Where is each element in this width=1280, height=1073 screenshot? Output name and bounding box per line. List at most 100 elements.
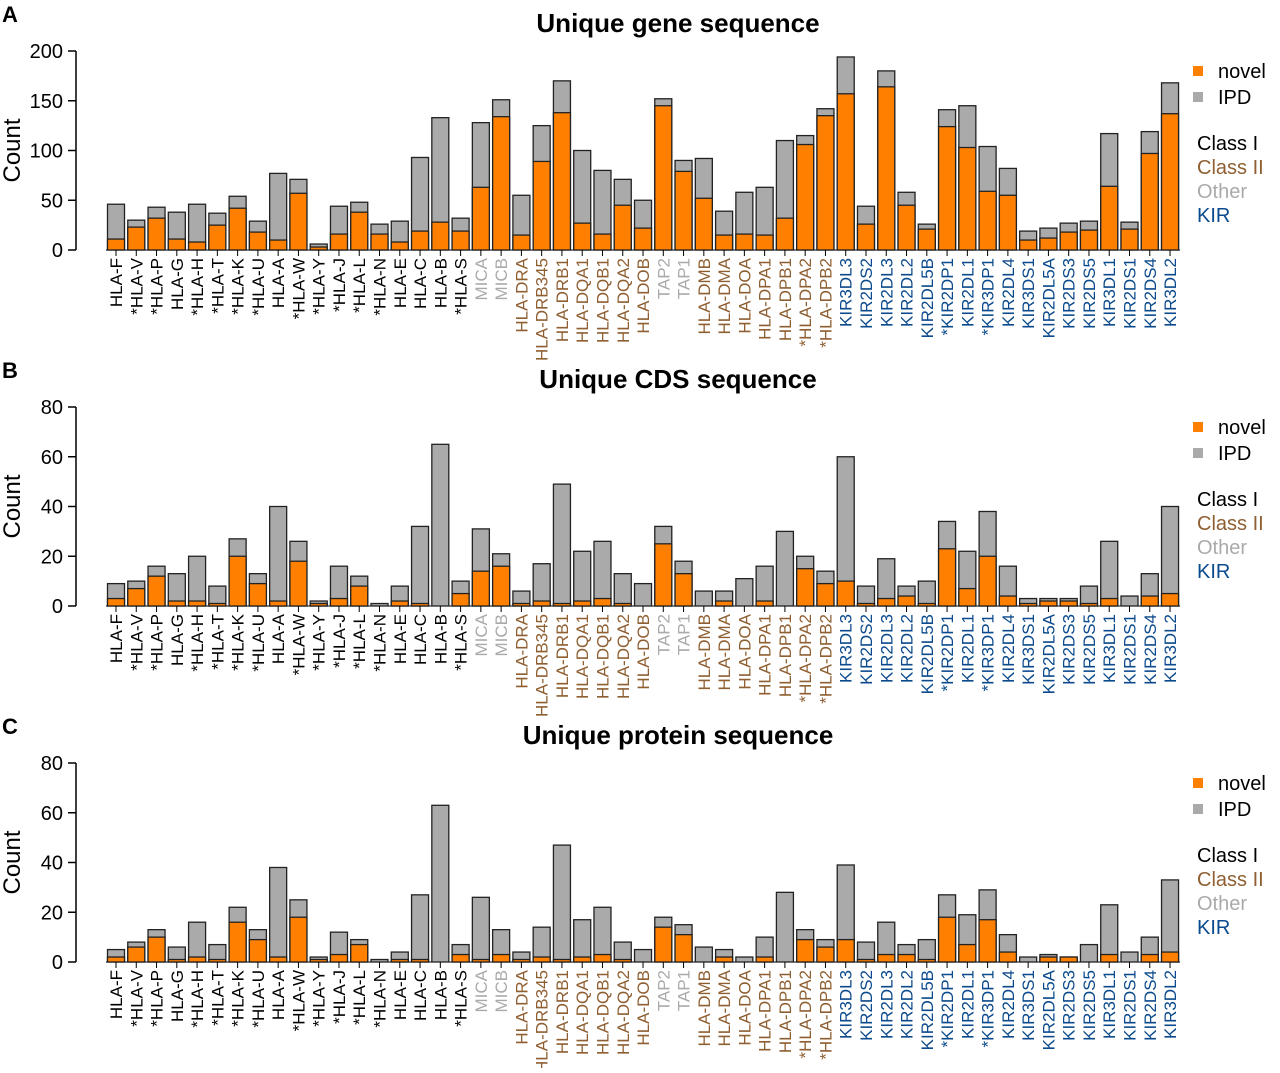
x-tick-label: HLA-DRA (512, 969, 531, 1044)
bar-novel-*HLA-T (208, 958, 227, 963)
bar-ipd-HLA-DPB1 (775, 530, 795, 607)
bar-ipd-HLA-DQA2 (613, 573, 632, 607)
x-tick-label: HLA-DOB (634, 258, 653, 334)
x-tick-label: HLA-DMB (695, 970, 714, 1047)
chart-title: Unique gene sequence (536, 8, 819, 38)
bar-novel-*HLA-V (127, 587, 146, 607)
bar-novel-HLA-E (390, 958, 409, 963)
x-tick-label: HLA-C (411, 258, 430, 309)
legend-group-label: KIR (1197, 561, 1230, 583)
x-tick-label: *HLA-S (452, 614, 471, 671)
x-tick-label: *HLA-W (289, 614, 308, 675)
x-tick-label: KIR2DS2 (857, 614, 876, 685)
x-tick-label: *HLA-V (127, 613, 146, 670)
bar-novel-HLA-C (410, 230, 430, 251)
x-tick-label: KIR2DL1 (958, 614, 977, 683)
bar-novel-*HLA-V (127, 946, 146, 963)
bar-novel-KIR2DS5 (1079, 229, 1099, 251)
bar-ipd-HLA-DQA1 (573, 919, 592, 963)
panel-letter: C (2, 714, 18, 739)
x-tick-label: *HLA-T (208, 614, 227, 670)
x-tick-label: HLA-DMB (695, 258, 714, 335)
bar-novel-HLA-DMA (714, 234, 734, 251)
bar-novel-HLA-DMB (694, 197, 713, 251)
bar-ipd-HLA-C (410, 525, 430, 607)
x-tick-label: HLA-DQA1 (573, 614, 592, 699)
bar-ipd-HLA-DPA1 (755, 565, 774, 607)
legend-group-label: Class I (1197, 133, 1258, 155)
y-axis-label: Count (0, 830, 26, 894)
x-tick-label: KIR3DL1 (1100, 258, 1119, 327)
bar-ipd-HLA-DOB (633, 582, 653, 607)
bar-novel-HLA-G (167, 238, 186, 251)
bar-novel-KIR2DS2 (856, 223, 876, 251)
x-tick-label: KIR3DL1 (1100, 614, 1119, 683)
x-tick-label: *HLA-K (229, 969, 248, 1026)
bar-novel-*HLA-DPA2 (796, 568, 815, 607)
bar-novel-*HLA-W (289, 192, 308, 251)
x-tick-label: *HLA-S (452, 258, 471, 315)
bar-ipd-HLA-A (269, 505, 288, 607)
bar-novel-HLA-DQA1 (573, 222, 592, 251)
bar-ipd-HLA-DRB345 (532, 563, 551, 607)
x-tick-label: KIR2DL3 (877, 258, 896, 327)
bar-ipd-HLA-B (431, 443, 450, 607)
x-tick-label: *KIR2DP1 (938, 970, 957, 1047)
bar-novel-HLA-DQB1 (593, 597, 612, 607)
x-tick-label: HLA-DMA (715, 969, 734, 1046)
bar-novel-KIR2DL2 (897, 953, 916, 963)
bar-novel-KIR2DS3 (1059, 600, 1078, 607)
x-tick-label: HLA-A (269, 969, 288, 1020)
x-tick-label: HLA-G (168, 614, 187, 666)
x-tick-label: *KIR3DP1 (979, 614, 998, 691)
x-tick-label: *HLA-S (452, 970, 471, 1027)
x-tick-label: HLA-DRB345 (533, 258, 552, 361)
bar-novel-*HLA-W (289, 560, 308, 607)
bar-ipd-*HLA-N (370, 958, 389, 963)
bar-novel-HLA-DMA (714, 956, 734, 963)
bar-novel-HLA-DRB345 (532, 160, 551, 251)
bar-novel-*KIR3DP1 (978, 190, 997, 251)
x-tick-label: KIR2DL1 (958, 258, 977, 327)
y-tick-label: 100 (30, 141, 63, 163)
bar-novel-HLA-DRB345 (532, 600, 551, 607)
x-tick-label: HLA-F (107, 258, 126, 307)
legend-label: IPD (1218, 87, 1251, 109)
bar-novel-*HLA-U (248, 582, 268, 607)
x-tick-label: HLA-B (431, 614, 450, 664)
x-tick-label: HLA-E (391, 970, 410, 1020)
x-tick-label: HLA-DRB1 (553, 614, 572, 698)
x-tick-label: KIR3DL2 (1161, 614, 1180, 683)
x-tick-label: HLA-DQA2 (614, 614, 633, 699)
bar-novel-KIR2DL1 (958, 587, 977, 607)
bar-novel-*HLA-L (350, 211, 369, 251)
bar-novel-HLA-DQA1 (573, 956, 592, 963)
bar-novel-*HLA-Y (309, 602, 328, 607)
bar-novel-KIR2DS4 (1140, 152, 1159, 251)
bar-novel-KIR2DL1 (958, 943, 977, 963)
bar-novel-*HLA-H (187, 241, 207, 251)
bar-ipd-KIR3DL1 (1100, 540, 1119, 607)
bar-novel-*HLA-P (147, 936, 166, 963)
legend-label: novel (1218, 417, 1266, 439)
x-tick-label: HLA-DRA (512, 613, 531, 688)
bar-ipd-KIR2DS5 (1079, 943, 1099, 963)
bar-ipd-MICA (471, 896, 491, 963)
x-tick-label: *HLA-DPB2 (816, 258, 835, 348)
x-tick-label: KIR2DS4 (1141, 258, 1160, 329)
bar-ipd-KIR3DL2 (1160, 505, 1180, 607)
bar-novel-KIR2DL5B (917, 958, 936, 963)
bar-novel-*HLA-K (228, 555, 247, 607)
bar-novel-*HLA-Y (309, 958, 328, 963)
bar-ipd-KIR3DL2 (1160, 879, 1180, 963)
x-tick-label: *HLA-P (148, 614, 167, 671)
x-tick-label: *HLA-J (330, 614, 349, 668)
bar-ipd-HLA-DMB (694, 946, 713, 963)
x-tick-label: KIR3DL3 (837, 614, 856, 683)
bar-novel-*HLA-DPB2 (816, 115, 835, 251)
bar-novel-*HLA-K (228, 207, 247, 251)
bar-novel-*HLA-U (248, 938, 268, 963)
x-tick-label: *HLA-N (371, 258, 390, 316)
legend-label: IPD (1218, 443, 1251, 465)
x-tick-label: *HLA-W (289, 258, 308, 319)
